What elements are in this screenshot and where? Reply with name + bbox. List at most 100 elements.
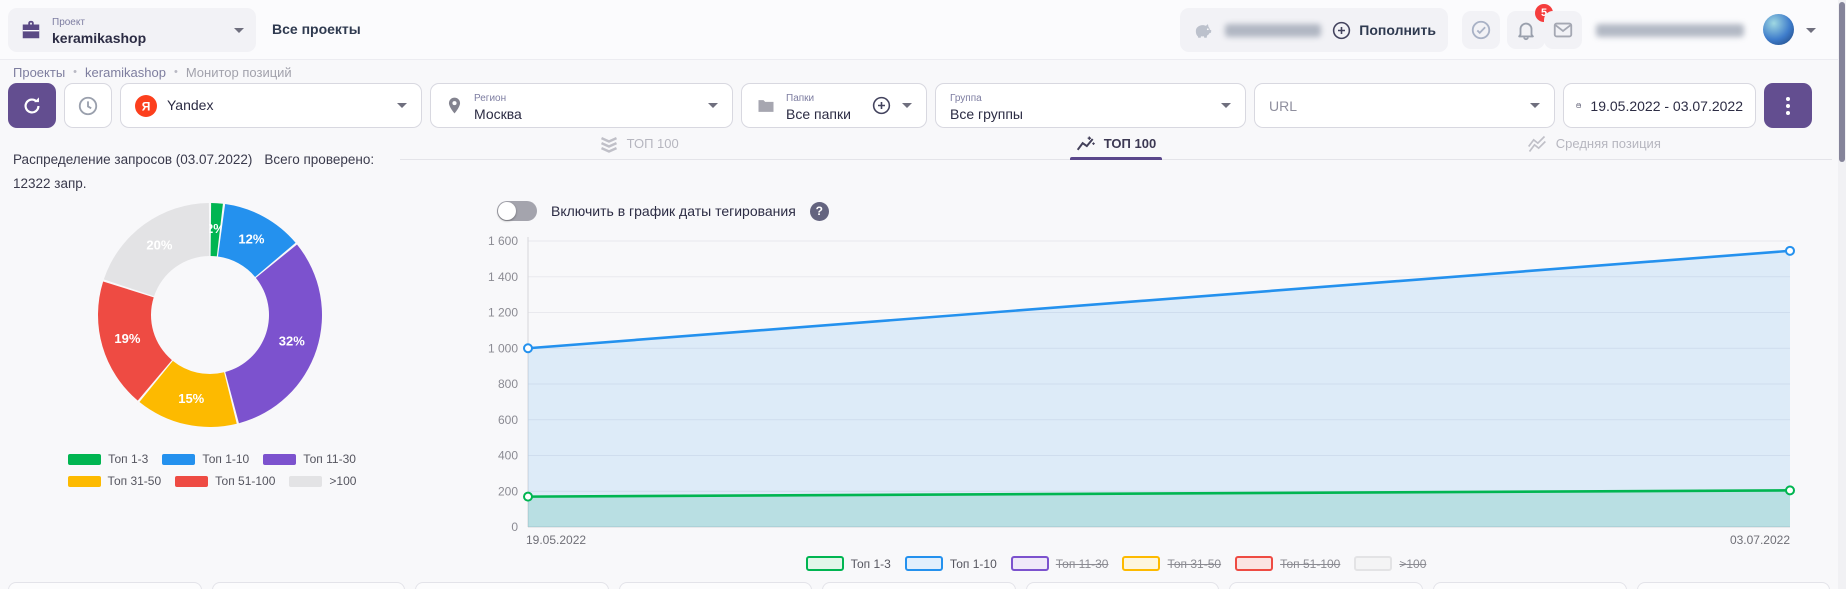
- donut-segment-Топ 31-50[interactable]: [139, 360, 237, 427]
- legend-item-Топ 31-50[interactable]: Топ 31-50: [67, 474, 162, 488]
- legend-label: Топ 51-100: [215, 474, 276, 488]
- line-chart-legend: Топ 1-3 Топ 1-10 Топ 11-30 Топ 31-50 Топ 51-…: [400, 556, 1832, 571]
- more-options-button[interactable]: [1764, 83, 1812, 128]
- bottom-card-top[interactable]: [1432, 582, 1627, 589]
- top-bar: Проект keramikashop Все проекты Пополнит…: [0, 0, 1846, 60]
- bottom-card-top[interactable]: [618, 582, 813, 589]
- tab-средняя-позиция[interactable]: Средняя позиция: [1355, 128, 1832, 159]
- bottom-card-top[interactable]: [1229, 582, 1423, 589]
- legend-label: >100: [329, 474, 357, 488]
- bottom-card-top[interactable]: [1025, 582, 1220, 589]
- refresh-button[interactable]: [8, 83, 56, 128]
- all-projects-link[interactable]: Все проекты: [272, 21, 361, 37]
- legend-label: Топ 1-10: [949, 556, 997, 571]
- donut-segment-value: 2%: [206, 221, 225, 236]
- bottom-card-top[interactable]: [1636, 582, 1831, 589]
- user-menu-chevron-icon[interactable]: [1806, 28, 1816, 33]
- url-select[interactable]: URL: [1254, 83, 1555, 128]
- donut-segment-Топ 51-100[interactable]: [98, 281, 172, 401]
- tab-label: Средняя позиция: [1555, 136, 1661, 151]
- series-line-Топ 1-3[interactable]: [527, 489, 1791, 498]
- y-axis-tick: 400: [498, 449, 518, 463]
- breadcrumb-item[interactable]: Проекты: [13, 64, 66, 80]
- tagging-toggle-label: Включить в график даты тегирования: [551, 203, 796, 219]
- bottom-card-top[interactable]: [822, 582, 1016, 589]
- series-toggle-Топ 1-3[interactable]: Топ 1-3: [805, 556, 891, 571]
- project-selector[interactable]: Проект keramikashop: [8, 8, 256, 52]
- breadcrumb-item[interactable]: keramikashop: [85, 64, 166, 80]
- date-range-picker[interactable]: 19.05.2022 - 03.07.2022: [1563, 83, 1756, 128]
- user-email-blurred: [1596, 24, 1744, 37]
- legend-label: >100: [1399, 556, 1427, 571]
- legend-swatch: [805, 556, 844, 571]
- donut-segment-Топ 1-3[interactable]: [210, 203, 223, 257]
- legend-item-Топ 51-100[interactable]: Топ 51-100: [175, 474, 275, 488]
- search-engine-value: Yandex: [167, 96, 214, 113]
- avatar[interactable]: [1763, 14, 1794, 45]
- balance-amount-blurred: [1225, 23, 1322, 37]
- legend-label: Топ 31-50: [107, 474, 162, 488]
- positions-line-chart[interactable]: 0 200 400 600 800 1 000 1 200 1 400 1 600 19.05.2…: [400, 232, 1810, 554]
- legend-swatch: [175, 475, 209, 487]
- breadcrumb-separator: •: [73, 66, 78, 78]
- breadcrumb-item: Монитор позиций: [185, 64, 292, 80]
- active-tab-underline: [1069, 157, 1162, 160]
- mail-button[interactable]: [1544, 11, 1582, 49]
- svg-text:Я: Я: [142, 99, 151, 113]
- date-range-value: 19.05.2022 - 03.07.2022: [1590, 97, 1743, 114]
- series-line-Топ 1-10[interactable]: [527, 249, 1791, 350]
- donut-segment-Топ 11-30[interactable]: [225, 244, 322, 424]
- series-toggle-Топ 11-30[interactable]: Топ 11-30: [1010, 556, 1108, 571]
- view-tabs: ТОП 100 ТОП 100 Средняя позиция: [400, 128, 1832, 160]
- tab-топ-100[interactable]: ТОП 100: [877, 128, 1354, 160]
- history-button[interactable]: [64, 83, 112, 128]
- calendar-icon: [1576, 103, 1581, 108]
- legend-item-Топ 1-10[interactable]: Топ 1-10: [162, 452, 249, 466]
- vertical-scrollbar[interactable]: [1838, 0, 1846, 589]
- yandex-icon: Я: [135, 94, 157, 117]
- chevron-down-icon: [1221, 103, 1231, 108]
- notifications-button[interactable]: 5: [1507, 4, 1553, 49]
- balance-widget[interactable]: Пополнить: [1180, 8, 1448, 52]
- clock-icon: [78, 96, 98, 115]
- series-toggle-Топ 51-100[interactable]: Топ 51-100: [1235, 556, 1340, 571]
- distribution-title: Распределение запросов (03.07.2022): [13, 152, 253, 167]
- region-label: Регион: [474, 92, 507, 104]
- breadcrumb: Проекты • keramikashop • Монитор позиций: [13, 62, 292, 82]
- bottom-card-top[interactable]: [211, 582, 406, 589]
- series-toggle-Топ 31-50[interactable]: Топ 31-50: [1122, 556, 1221, 571]
- tasks-button[interactable]: [1462, 11, 1500, 49]
- topup-button[interactable]: Пополнить: [1331, 20, 1436, 41]
- region-value: Москва: [474, 105, 522, 122]
- donut-chart[interactable]: 2% 12% 32% 15% 19% 20%: [60, 165, 360, 465]
- url-placeholder: URL: [1269, 97, 1298, 114]
- region-select[interactable]: Регион Москва: [430, 83, 733, 128]
- bottom-card-top[interactable]: [415, 582, 609, 589]
- folders-value: Все папки: [786, 105, 851, 122]
- y-axis-tick: 200: [498, 484, 518, 498]
- scrollbar-thumb[interactable]: [1839, 2, 1845, 162]
- series-toggle->100[interactable]: >100: [1354, 556, 1426, 571]
- add-folder-icon[interactable]: [871, 95, 892, 116]
- layers-icon: [600, 136, 617, 153]
- legend-label: Топ 11-30: [303, 452, 356, 466]
- legend-item-Топ 1-3[interactable]: Топ 1-3: [68, 452, 148, 466]
- tab-топ-100[interactable]: ТОП 100: [400, 128, 877, 159]
- bottom-card-top[interactable]: [8, 582, 202, 589]
- legend-label: Топ 31-50: [1167, 556, 1222, 571]
- search-engine-select[interactable]: Я Yandex: [120, 83, 422, 128]
- folders-select[interactable]: Папки Все папки: [741, 83, 927, 128]
- chevron-down-icon: [708, 103, 718, 108]
- series-toggle-Топ 1-10[interactable]: Топ 1-10: [904, 556, 997, 571]
- groups-value: Все группы: [950, 105, 1023, 122]
- donut-segment->100[interactable]: [103, 203, 210, 297]
- donut-segment-value: 15%: [178, 391, 204, 406]
- donut-segment-Топ 1-10[interactable]: [217, 204, 296, 277]
- tagging-dates-toggle[interactable]: [497, 201, 537, 221]
- legend-item-Топ 11-30[interactable]: Топ 11-30: [263, 452, 356, 466]
- help-icon[interactable]: [809, 201, 829, 221]
- groups-select[interactable]: Группа Все группы: [935, 83, 1246, 128]
- topup-label: Пополнить: [1359, 22, 1436, 38]
- x-axis-tick: 03.07.2022: [1730, 533, 1790, 547]
- legend-item->100[interactable]: >100: [289, 474, 356, 488]
